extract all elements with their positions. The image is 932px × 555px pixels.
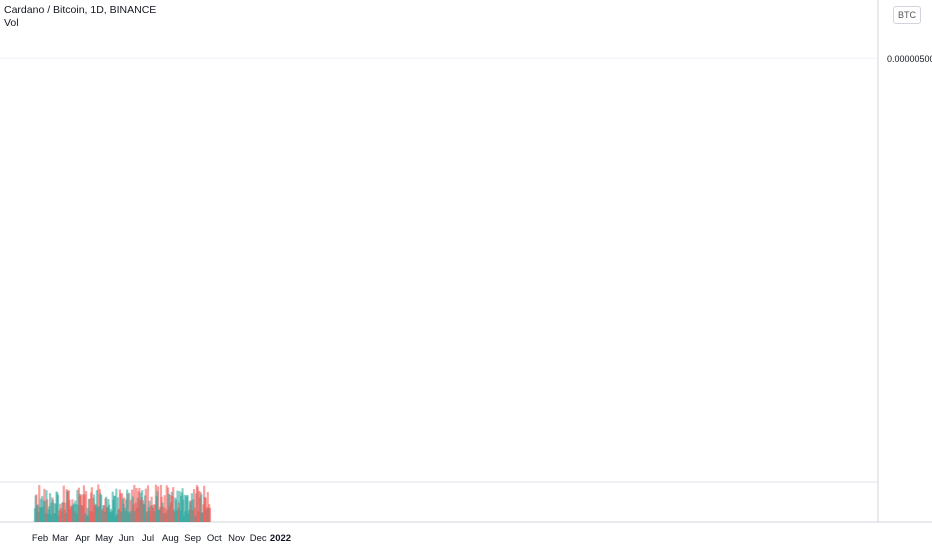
volume-bar <box>172 487 175 522</box>
volume-bar <box>156 486 160 522</box>
volume-bar <box>193 507 196 522</box>
volume-bar <box>115 488 118 522</box>
volume-bar <box>48 493 52 522</box>
volume-bar <box>97 484 100 522</box>
volume-bar <box>128 492 131 522</box>
time-tick-label: Mar <box>52 533 68 544</box>
time-tick-label: Oct <box>207 533 222 544</box>
volume-bar <box>119 493 122 522</box>
time-tick-label: May <box>95 533 113 544</box>
volume-bar <box>62 485 65 522</box>
volume-bar <box>176 490 179 522</box>
volume-bar <box>116 497 119 522</box>
volume-bar <box>200 494 203 522</box>
volume-bar <box>178 491 181 522</box>
symbol-title: Cardano / Bitcoin, 1D, BINANCE <box>4 4 157 16</box>
time-tick-label: 2022 <box>270 533 291 544</box>
time-tick-label: Jul <box>142 533 154 544</box>
volume-label: Vol <box>4 17 19 29</box>
volume-bar <box>43 501 47 522</box>
chart-header: Cardano / Bitcoin, 1D, BINANCE Vol <box>4 4 156 30</box>
volume-bar <box>86 507 89 522</box>
volume-bar <box>133 484 136 522</box>
volume-bar <box>190 493 194 522</box>
volume-bar <box>46 499 49 522</box>
volume-bar <box>186 495 189 522</box>
currency-button[interactable]: BTC <box>893 6 921 24</box>
time-tick-label: Sep <box>184 533 201 544</box>
time-tick-label: Dec <box>250 533 267 544</box>
price-axis[interactable]: 0.000005000.000010000.000015000.00002000… <box>879 0 932 64</box>
time-tick-label: Jun <box>119 533 134 544</box>
volume-bar <box>53 503 56 522</box>
volume-bar <box>95 490 98 522</box>
volume-bar <box>182 499 185 522</box>
volume-bar <box>38 484 41 522</box>
volume-bars <box>33 484 212 522</box>
volume-bar <box>165 485 168 522</box>
volume-bar <box>64 502 67 522</box>
volume-bar <box>56 494 60 522</box>
volume-bar <box>196 486 199 522</box>
volume-bar <box>183 494 186 522</box>
grid <box>0 0 932 523</box>
price-tick-label: 0.00000500 <box>887 54 932 64</box>
volume-bar <box>100 495 103 522</box>
volume-bar <box>192 489 196 522</box>
time-tick-label: Aug <box>162 533 179 544</box>
volume-bar <box>146 485 150 522</box>
volume-bar <box>88 498 91 522</box>
time-tick-label: Feb <box>32 533 48 544</box>
volume-bar <box>208 507 212 522</box>
volume-bar <box>206 492 209 522</box>
time-axis[interactable]: Feb Mar Apr May Jun Jul Aug Sep Oct Nov Dec 2022 <box>32 533 291 544</box>
volume-bar <box>113 495 116 522</box>
volume-bar <box>135 487 138 522</box>
time-tick-label: Nov <box>228 533 245 544</box>
volume-bar <box>83 494 86 522</box>
volume-bar <box>84 491 88 522</box>
volume-bar <box>144 488 147 522</box>
volume-bar <box>126 493 129 522</box>
volume-bar <box>74 503 78 522</box>
volume-bar <box>90 487 93 522</box>
time-tick-label: Apr <box>75 533 90 544</box>
volume-bar <box>51 499 55 522</box>
